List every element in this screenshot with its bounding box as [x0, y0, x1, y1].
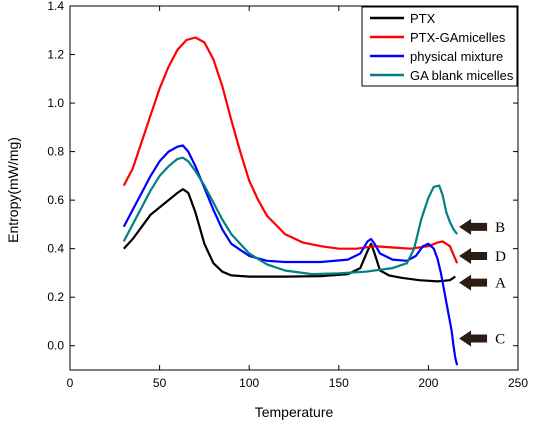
annotations: BDA C	[459, 218, 506, 347]
legend-entry: GA blank micelles	[410, 68, 514, 83]
y-tick-label: 0.2	[47, 290, 64, 304]
legend-box	[361, 6, 518, 87]
annotation-arrow	[459, 274, 488, 291]
annotation-arrow	[459, 218, 488, 235]
series-line-4	[122, 156, 458, 276]
legend-entry: physical mixture	[410, 49, 503, 64]
series-line-3	[122, 144, 459, 366]
legend-entry: PTX-GAmicelles	[410, 30, 506, 45]
y-tick-label: 0.4	[47, 242, 64, 256]
annotation-label: C	[495, 331, 505, 347]
x-axis-label: Temperature	[255, 404, 334, 420]
annotation-label: B	[495, 220, 505, 236]
y-tick-label: 0.0	[47, 339, 64, 353]
axis-ticks: 0 50 100 150 200 250 0.0 0.2 0.4 0.6 0.8 1.0 1.2 1.4	[47, 0, 528, 390]
annotation-arrow	[459, 247, 488, 264]
legend-entry: PTX	[410, 11, 436, 26]
y-tick-label: 1.4	[47, 0, 64, 13]
x-tick-label: 100	[239, 376, 259, 390]
x-tick-label: 0	[67, 376, 74, 390]
y-tick-label: 1.0	[47, 96, 64, 110]
annotation-label: A	[495, 276, 506, 292]
y-tick-label: 0.8	[47, 145, 64, 159]
y-tick-label: 1.2	[47, 48, 64, 62]
legend: PTX PTX-GAmicelles physical mixture GA blan…	[361, 6, 518, 87]
series-layer	[122, 36, 459, 366]
x-tick-label: 50	[153, 376, 167, 390]
y-axis-label: Entropy(mW/mg)	[5, 137, 21, 243]
x-tick-label: 150	[329, 376, 349, 390]
annotation-arrow	[459, 330, 488, 347]
y-tick-label: 0.6	[47, 193, 64, 207]
x-tick-label: 250	[508, 376, 528, 390]
annotation-label: D	[495, 249, 506, 265]
series-line-1	[122, 188, 456, 283]
x-tick-label: 200	[418, 376, 438, 390]
